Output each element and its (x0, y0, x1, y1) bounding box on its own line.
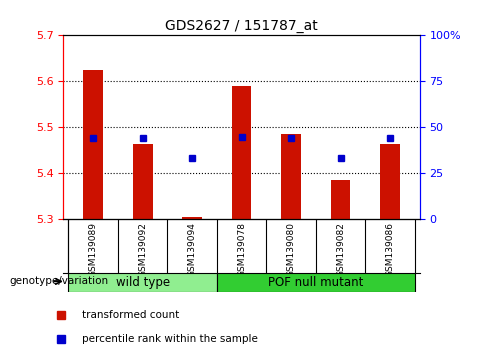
Bar (133, 143, 153, 219)
Text: percentile rank within the sample: percentile rank within the sample (82, 333, 258, 344)
Text: GSM139092: GSM139092 (138, 222, 147, 277)
Text: GSM139082: GSM139082 (336, 222, 345, 277)
Bar (182, 217, 202, 219)
Text: GSM139080: GSM139080 (286, 222, 296, 277)
Bar (83, 70, 103, 219)
Text: wild type: wild type (116, 276, 170, 289)
Title: GDS2627 / 151787_at: GDS2627 / 151787_at (165, 19, 318, 33)
Text: GSM139089: GSM139089 (89, 222, 98, 277)
Bar (331, 180, 350, 219)
Text: GSM139086: GSM139086 (386, 222, 394, 277)
Bar (232, 86, 251, 219)
Bar (380, 143, 400, 219)
Bar (281, 134, 301, 219)
Text: transformed count: transformed count (82, 310, 179, 320)
Text: GSM139078: GSM139078 (237, 222, 246, 277)
Bar (68, 273, 217, 292)
Text: genotype/variation: genotype/variation (10, 276, 109, 286)
Text: GSM139094: GSM139094 (187, 222, 197, 277)
Text: POF null mutant: POF null mutant (268, 276, 364, 289)
Bar (217, 273, 415, 292)
